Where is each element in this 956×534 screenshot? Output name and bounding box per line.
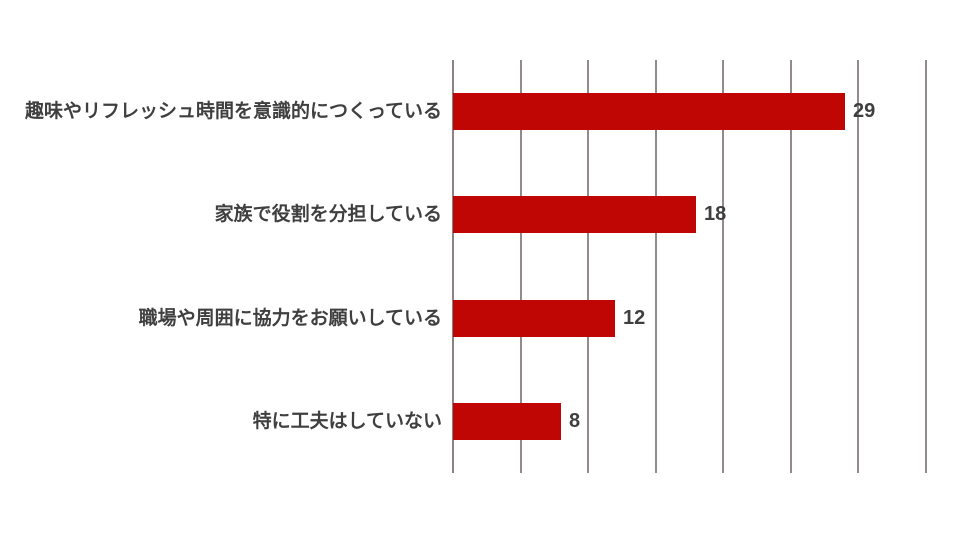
bar <box>453 300 615 337</box>
bar <box>453 93 845 130</box>
bar <box>453 403 561 440</box>
value-label: 12 <box>623 307 646 329</box>
gridline <box>655 60 657 473</box>
gridline <box>790 60 792 473</box>
gridline <box>722 60 724 473</box>
value-label: 8 <box>569 410 581 432</box>
gridline <box>925 60 927 473</box>
gridline <box>587 60 589 473</box>
category-label: 家族で役割を分担している <box>214 204 442 225</box>
value-label: 18 <box>704 203 727 225</box>
category-axis: 趣味やリフレッシュ時間を意識的につくっている家族で役割を分担している職場や周囲に… <box>0 60 446 473</box>
gridline <box>520 60 522 473</box>
category-label: 特に工夫はしていない <box>252 411 442 432</box>
plot-area: 29 18 12 8 <box>452 60 927 473</box>
y-axis-line <box>452 60 454 473</box>
value-label: 29 <box>853 100 876 122</box>
bar <box>453 196 696 233</box>
gridline <box>857 60 859 473</box>
category-label: 職場や周囲に協力をお願いしている <box>138 308 442 329</box>
category-label: 趣味やリフレッシュ時間を意識的につくっている <box>24 101 442 122</box>
